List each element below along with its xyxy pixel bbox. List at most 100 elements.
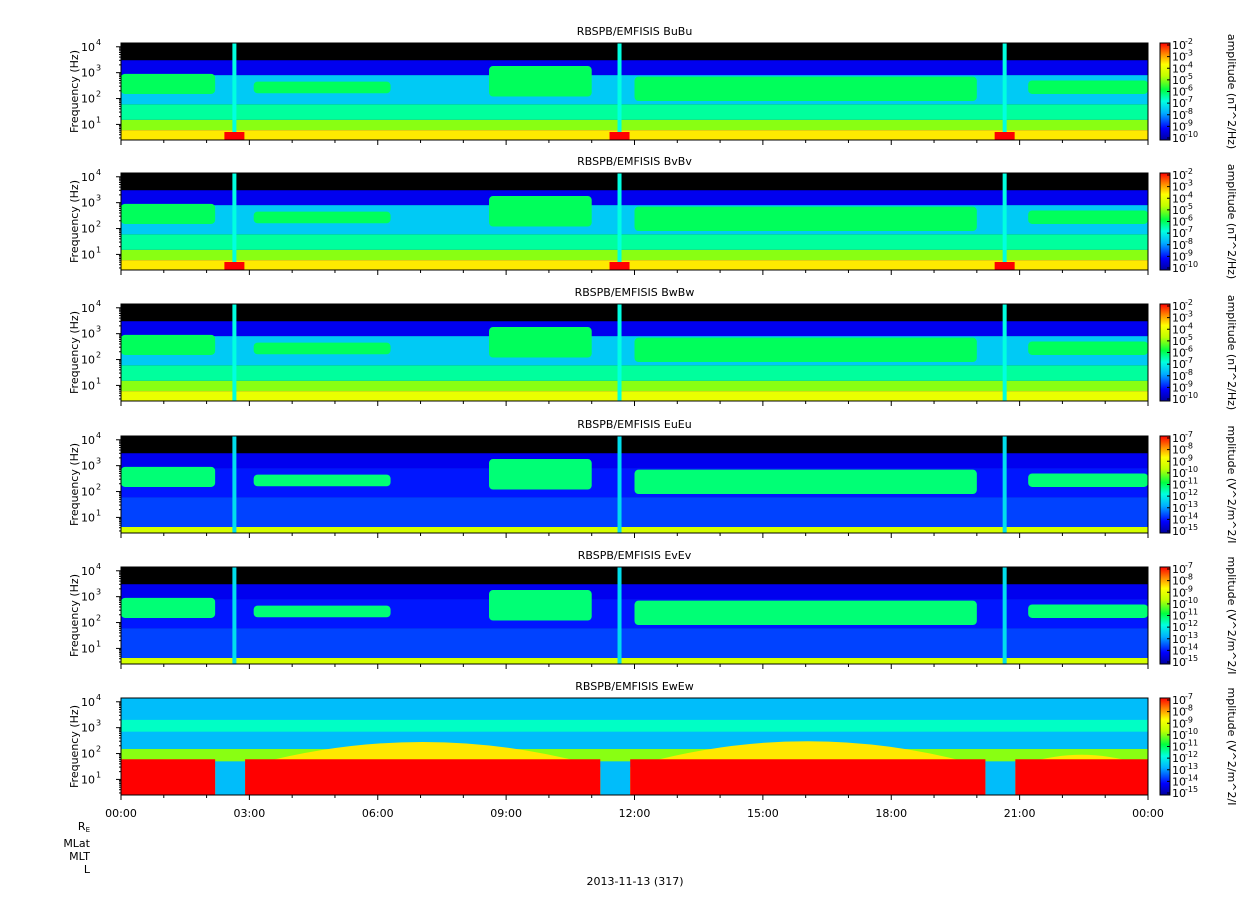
- mark-perigee-spike: [232, 43, 237, 140]
- colorbar-tick-exponent: -9: [1185, 453, 1193, 462]
- colorbar-tick-label: 10: [1172, 717, 1186, 730]
- colorbar-tick-exponent: -10: [1185, 727, 1198, 736]
- colorbar-tick-exponent: -5: [1185, 72, 1193, 81]
- mark-emission-patch: [121, 466, 216, 487]
- colorbar-tick-label: 10: [1172, 192, 1186, 205]
- colorbar-tick-exponent: -8: [1185, 107, 1193, 116]
- mark-emission-patch: [253, 474, 391, 487]
- colorbar-tick-label: 10: [1172, 347, 1186, 360]
- colorbar-tick-label: 10: [1172, 467, 1186, 480]
- colorbar-tick-label: 10: [1172, 239, 1186, 252]
- y-tick-exponent: 3: [96, 325, 101, 334]
- colorbar-tick-label: 10: [1172, 120, 1186, 133]
- y-tick-exponent: 1: [96, 770, 101, 779]
- colorbar-tick-exponent: -4: [1185, 190, 1193, 199]
- colorbar-tick-exponent: -12: [1185, 619, 1198, 628]
- y-axis-label: Frequency (Hz): [68, 705, 81, 788]
- y-tick-label: 10: [81, 248, 95, 261]
- band-upper: [121, 321, 1148, 337]
- x-tick-label: 03:00: [234, 807, 266, 820]
- colorbar-tick-label: 10: [1172, 169, 1186, 182]
- y-tick-exponent: 4: [96, 562, 101, 571]
- ephemeris-labels: RE MLat MLT L: [40, 820, 90, 876]
- colorbar-tick-label: 10: [1172, 62, 1186, 75]
- mark-perigee-peak: [609, 132, 630, 140]
- colorbar-tick-label: 10: [1172, 312, 1186, 325]
- colorbar-tick-label: 10: [1172, 39, 1186, 52]
- band-bottom: [121, 130, 1148, 140]
- colorbar-label: amplitude (nT^2/Hz): [1225, 295, 1238, 410]
- colorbar-tick-label: 10: [1172, 787, 1186, 800]
- colorbar-tick-label: 10: [1172, 502, 1186, 515]
- band-empty: [121, 436, 1148, 454]
- colorbar-tick-label: 10: [1172, 525, 1186, 538]
- mark-emission-patch: [253, 605, 391, 618]
- colorbar-tick-label: 10: [1172, 729, 1186, 742]
- mark-perigee-spike: [617, 43, 622, 140]
- colorbar-tick-exponent: -3: [1185, 179, 1193, 188]
- mark-perigee-spike: [1002, 43, 1007, 140]
- colorbar-tick-exponent: -2: [1185, 37, 1193, 46]
- mark-perigee-peak: [994, 132, 1015, 140]
- colorbar-tick-exponent: -5: [1185, 202, 1193, 211]
- y-tick-label: 10: [81, 565, 95, 578]
- y-tick-exponent: 2: [96, 351, 101, 360]
- colorbar-tick-label: 10: [1172, 74, 1186, 87]
- colorbar-tick-exponent: -10: [1185, 391, 1198, 400]
- colorbar-tick-label: 10: [1172, 621, 1186, 634]
- colorbar-tick-label: 10: [1172, 598, 1186, 611]
- y-tick-label: 10: [81, 748, 95, 761]
- mark-perigee-spike: [232, 173, 237, 270]
- y-tick-exponent: 2: [96, 614, 101, 623]
- mark-perigee-spike: [232, 436, 237, 533]
- y-tick-label: 10: [81, 328, 95, 341]
- y-tick-label: 10: [81, 696, 95, 709]
- y-tick-label: 10: [81, 486, 95, 499]
- colorbar-tick-exponent: -6: [1185, 84, 1193, 93]
- colorbar-tick-exponent: -8: [1185, 704, 1193, 713]
- y-tick-exponent: 4: [96, 693, 101, 702]
- y-tick-label: 10: [81, 511, 95, 524]
- colorbar-tick-exponent: -6: [1185, 345, 1193, 354]
- mark-perigee-spike: [617, 304, 622, 401]
- y-tick-exponent: 2: [96, 220, 101, 229]
- colorbar-tick-label: 10: [1172, 764, 1186, 777]
- colorbar-tick-label: 10: [1172, 370, 1186, 383]
- colorbar-tick-exponent: -9: [1185, 715, 1193, 724]
- colorbar-tick-exponent: -13: [1185, 500, 1198, 509]
- band-empty: [121, 173, 1148, 191]
- mark-perigee-spike: [232, 567, 237, 664]
- y-tick-label: 10: [81, 722, 95, 735]
- mark-emission-patch: [253, 81, 391, 94]
- y-tick-exponent: 1: [96, 245, 101, 254]
- x-tick-label: 06:00: [362, 807, 394, 820]
- colorbar-tick-label: 10: [1172, 513, 1186, 526]
- colorbar-tick-exponent: -10: [1185, 260, 1198, 269]
- mark-emission-patch: [253, 211, 391, 224]
- colorbar-tick-exponent: -7: [1185, 356, 1193, 365]
- y-tick-exponent: 2: [96, 745, 101, 754]
- colorbar-tick-exponent: -8: [1185, 442, 1193, 451]
- y-axis-label: Frequency (Hz): [68, 180, 81, 263]
- band-lower: [121, 104, 1148, 120]
- colorbar-tick-label: 10: [1172, 227, 1186, 240]
- band-upper: [121, 584, 1148, 600]
- x-tick-label: 15:00: [747, 807, 779, 820]
- y-tick-exponent: 4: [96, 168, 101, 177]
- colorbar-label: mplitude (V^2/m^2/I: [1225, 426, 1238, 544]
- colorbar-tick-exponent: -7: [1185, 430, 1193, 439]
- y-tick-exponent: 3: [96, 194, 101, 203]
- y-tick-label: 10: [81, 197, 95, 210]
- colorbar-tick-label: 10: [1172, 610, 1186, 623]
- band-lower: [121, 497, 1148, 527]
- y-tick-exponent: 1: [96, 508, 101, 517]
- y-tick-label: 10: [81, 460, 95, 473]
- y-tick-label: 10: [81, 434, 95, 447]
- mark-emission-patch: [634, 600, 977, 626]
- y-tick-exponent: 2: [96, 90, 101, 99]
